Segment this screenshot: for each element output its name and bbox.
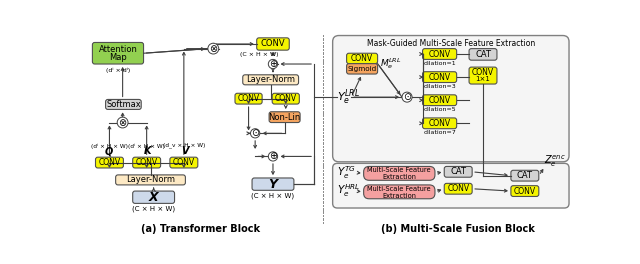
FancyBboxPatch shape xyxy=(364,166,435,180)
FancyBboxPatch shape xyxy=(469,49,497,60)
Text: Extraction: Extraction xyxy=(382,193,416,199)
Text: CAT: CAT xyxy=(450,167,466,176)
Text: (b) Multi-Scale Fusion Block: (b) Multi-Scale Fusion Block xyxy=(381,224,535,234)
FancyBboxPatch shape xyxy=(132,191,175,203)
Text: (dⁱ × H × W): (dⁱ × H × W) xyxy=(128,143,165,149)
FancyBboxPatch shape xyxy=(347,64,378,74)
Text: $M_e^{LRL}$: $M_e^{LRL}$ xyxy=(380,56,401,71)
Text: Layer-Norm: Layer-Norm xyxy=(246,75,295,84)
Text: $Y_e^{HRL}$: $Y_e^{HRL}$ xyxy=(337,183,360,200)
Text: (dⁱ × dⁱ): (dⁱ × dⁱ) xyxy=(106,67,130,73)
FancyBboxPatch shape xyxy=(422,95,457,106)
Text: CONV: CONV xyxy=(447,184,469,193)
Text: CAT: CAT xyxy=(517,171,533,180)
FancyBboxPatch shape xyxy=(364,185,435,199)
Circle shape xyxy=(268,59,278,69)
Text: CAT: CAT xyxy=(475,50,491,59)
Circle shape xyxy=(208,43,219,54)
FancyBboxPatch shape xyxy=(347,53,378,64)
Text: V: V xyxy=(181,146,188,156)
Text: CONV: CONV xyxy=(173,158,195,167)
FancyBboxPatch shape xyxy=(333,36,569,162)
Text: CONV: CONV xyxy=(429,119,451,128)
Text: dilation=7: dilation=7 xyxy=(423,130,456,135)
FancyBboxPatch shape xyxy=(132,157,161,168)
Text: ⊕: ⊕ xyxy=(269,152,277,161)
Text: dilation=3: dilation=3 xyxy=(423,84,456,89)
Text: K: K xyxy=(143,146,151,156)
Text: CONV: CONV xyxy=(472,68,494,77)
Text: ⊙: ⊙ xyxy=(251,128,259,138)
Text: CONV: CONV xyxy=(429,73,451,82)
FancyBboxPatch shape xyxy=(422,72,457,82)
Text: (C × H × W): (C × H × W) xyxy=(252,192,294,199)
Circle shape xyxy=(268,152,278,161)
FancyBboxPatch shape xyxy=(444,166,472,177)
FancyBboxPatch shape xyxy=(422,49,457,59)
Text: Sigmoid: Sigmoid xyxy=(348,66,377,72)
Text: CONV: CONV xyxy=(429,96,451,105)
FancyBboxPatch shape xyxy=(116,175,186,185)
Text: CONV: CONV xyxy=(260,40,285,49)
Text: Map: Map xyxy=(109,53,127,62)
FancyBboxPatch shape xyxy=(243,75,298,85)
Text: CONV: CONV xyxy=(136,158,157,167)
FancyBboxPatch shape xyxy=(269,112,300,122)
Text: ⊗: ⊗ xyxy=(209,44,218,54)
FancyBboxPatch shape xyxy=(170,157,198,168)
Text: 1×1: 1×1 xyxy=(476,76,490,82)
FancyBboxPatch shape xyxy=(252,178,294,190)
Text: ⊙: ⊙ xyxy=(403,92,411,102)
Circle shape xyxy=(117,117,128,128)
Text: Attention: Attention xyxy=(99,45,138,54)
Text: CONV: CONV xyxy=(351,54,373,63)
Text: Softmax: Softmax xyxy=(106,100,141,109)
Text: Y: Y xyxy=(268,178,278,191)
Text: $Z_e^{enc}$: $Z_e^{enc}$ xyxy=(544,153,566,169)
Text: CONV: CONV xyxy=(99,158,120,167)
Text: $Y_e^{LRL}$: $Y_e^{LRL}$ xyxy=(337,87,360,107)
Text: (C × H × W): (C × H × W) xyxy=(132,206,175,212)
Text: Mask-Guided Multi-Scale Feature Extraction: Mask-Guided Multi-Scale Feature Extracti… xyxy=(367,39,535,48)
Text: ⊕: ⊕ xyxy=(269,59,277,69)
FancyBboxPatch shape xyxy=(422,118,457,129)
Text: dilation=1: dilation=1 xyxy=(423,61,456,66)
FancyBboxPatch shape xyxy=(235,93,262,104)
FancyBboxPatch shape xyxy=(92,43,143,64)
Text: Extraction: Extraction xyxy=(382,174,416,180)
Text: X: X xyxy=(149,191,159,204)
Text: dilation=5: dilation=5 xyxy=(423,107,456,112)
Text: CONV: CONV xyxy=(514,187,536,196)
Text: (d_v × H × W): (d_v × H × W) xyxy=(163,143,205,148)
Text: (C × H × W): (C × H × W) xyxy=(240,51,278,56)
Text: CONV: CONV xyxy=(429,50,451,59)
Text: Q: Q xyxy=(104,146,113,156)
Text: ⊗: ⊗ xyxy=(118,117,127,128)
FancyBboxPatch shape xyxy=(257,38,289,50)
Text: $Y_e^{TG}$: $Y_e^{TG}$ xyxy=(337,164,356,181)
FancyBboxPatch shape xyxy=(444,183,472,194)
Text: (dⁱ × H × W): (dⁱ × H × W) xyxy=(91,143,128,149)
Text: Non-Lin: Non-Lin xyxy=(268,113,301,122)
FancyBboxPatch shape xyxy=(333,163,569,208)
FancyBboxPatch shape xyxy=(106,100,141,110)
Text: (a) Transformer Block: (a) Transformer Block xyxy=(141,224,260,234)
Text: Multi-Scale Feature: Multi-Scale Feature xyxy=(367,186,431,192)
FancyBboxPatch shape xyxy=(511,186,539,196)
Text: CONV: CONV xyxy=(275,94,297,103)
FancyBboxPatch shape xyxy=(511,170,539,181)
FancyBboxPatch shape xyxy=(95,157,124,168)
Text: Multi-Scale Feature: Multi-Scale Feature xyxy=(367,167,431,173)
Text: CONV: CONV xyxy=(237,94,260,103)
FancyBboxPatch shape xyxy=(272,93,300,104)
Circle shape xyxy=(250,129,260,138)
FancyBboxPatch shape xyxy=(469,67,497,84)
Circle shape xyxy=(402,92,412,102)
Text: Layer-Norm: Layer-Norm xyxy=(126,175,175,185)
